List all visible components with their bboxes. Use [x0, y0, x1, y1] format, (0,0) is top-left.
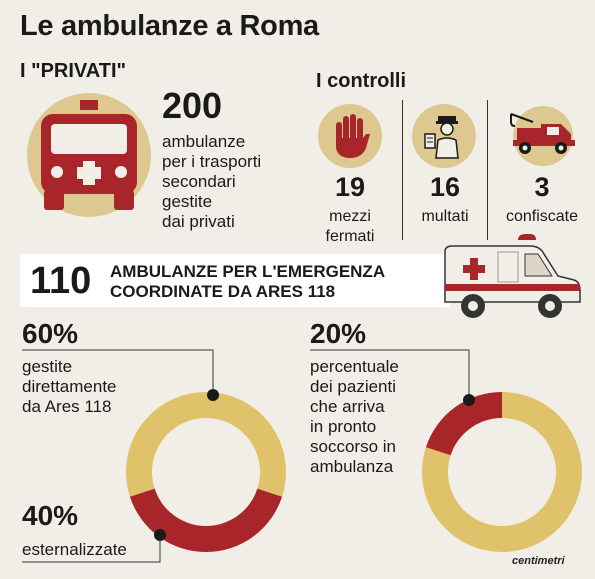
banner-line: AMBULANZE PER L'EMERGENZA: [110, 262, 386, 281]
chart-label-line: esternalizzate: [22, 540, 127, 559]
privati-line: per i trasporti: [162, 152, 262, 171]
divider: [402, 100, 403, 240]
control-label-line: multati: [421, 208, 469, 225]
donut-slice: [421, 392, 582, 552]
chart2-pct-20: 20%: [310, 318, 367, 349]
chart-label-line: percentuale: [310, 357, 399, 376]
privati-heading: I "PRIVATI": [20, 60, 127, 82]
chart-label-line: che arriva: [310, 397, 385, 416]
chart1-label-40: esternalizzate: [22, 540, 127, 560]
chart1-label-60: gestite direttamente da Ares 118: [22, 357, 117, 417]
privati-number: 200: [162, 85, 223, 126]
privati-line: secondari: [162, 172, 236, 191]
emergency-banner: [20, 254, 450, 307]
control-label-line: mezzi: [329, 208, 371, 225]
control-label-line: confiscate: [505, 208, 579, 225]
chart-label-line: in pronto: [310, 417, 377, 436]
chart-label-line: gestite: [22, 357, 73, 376]
control-label: multati: [400, 207, 490, 227]
leader-dot: [154, 529, 166, 541]
police-officer-icon: [412, 104, 476, 168]
donut-slice: [126, 392, 286, 497]
leader-dot: [207, 389, 219, 401]
chart-label-line: dei pazienti: [310, 377, 397, 396]
page-title: Le ambulanze a Roma: [20, 10, 319, 42]
banner-number: 110: [30, 260, 92, 302]
donut-slice: [129, 488, 283, 553]
control-label: confiscate: [497, 207, 587, 227]
ambulance-front-icon: [27, 93, 151, 217]
divider: [487, 100, 488, 240]
chart-label-line: da Ares 118: [22, 397, 112, 416]
control-label-line: fermati: [325, 228, 375, 245]
privati-line: gestite: [162, 192, 213, 211]
chart1-pct-60: 60%: [22, 318, 79, 349]
chart2-label-20: percentuale dei pazienti che arriva in p…: [310, 357, 399, 477]
leader-dot: [463, 394, 475, 406]
source-logo: centimetri: [512, 555, 565, 567]
control-number: 19: [334, 172, 366, 202]
chart-label-line: soccorso in: [310, 437, 396, 456]
chart-label-line: ambulanza: [310, 457, 394, 476]
control-number: 3: [534, 172, 550, 202]
chart1-pct-40: 40%: [22, 500, 79, 531]
privati-description: ambulanze per i trasporti secondari gest…: [162, 132, 261, 232]
banner-line: COORDINATE DA ARES 118: [110, 282, 336, 301]
privati-line: dai privati: [162, 212, 235, 231]
ambulance-side-icon: [444, 234, 581, 318]
privati-line: ambulanze: [162, 132, 246, 151]
tow-truck-icon: [510, 106, 575, 166]
control-number: 16: [429, 172, 461, 202]
donut-slice: [425, 392, 502, 456]
banner-text: AMBULANZE PER L'EMERGENZA COORDINATE DA …: [110, 262, 385, 302]
chart-label-line: direttamente: [22, 377, 117, 396]
hand-stop-icon: [318, 104, 382, 168]
controlli-heading: I controlli: [316, 70, 406, 92]
control-label: mezzi fermati: [305, 207, 395, 247]
